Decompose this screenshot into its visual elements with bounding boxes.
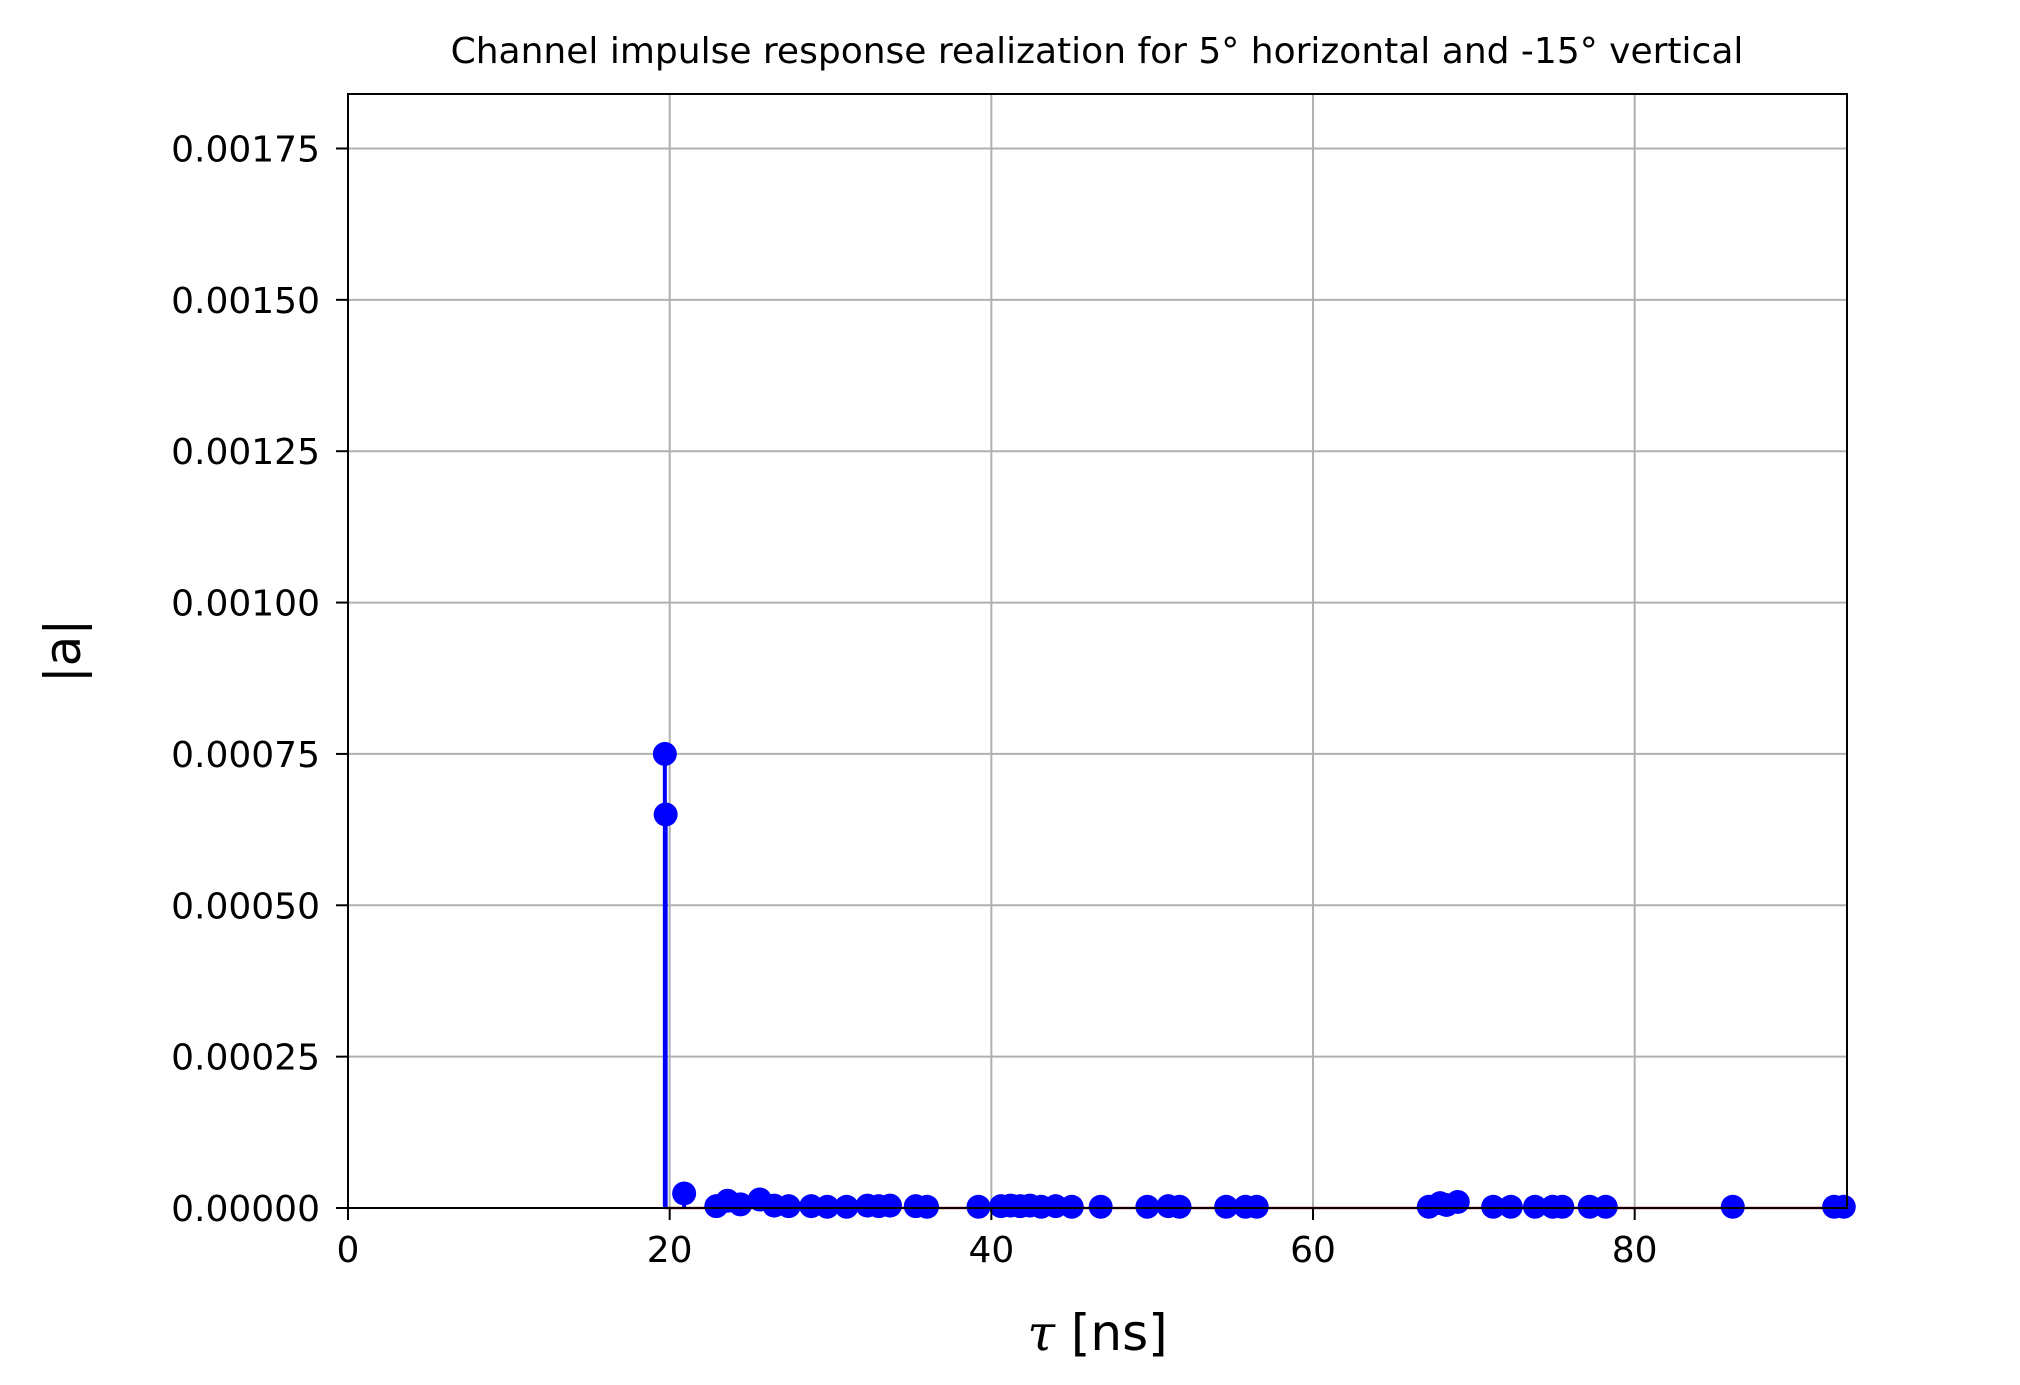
y-tick-label: 0.00125 — [171, 432, 320, 473]
stem-marker — [966, 1194, 991, 1219]
stem-marker — [1059, 1194, 1084, 1219]
stem-marker — [652, 741, 677, 766]
x-axis-label-unit: [ns] — [1055, 1304, 1168, 1362]
stem-marker — [1831, 1194, 1856, 1219]
stem-marker — [834, 1194, 859, 1219]
y-tick-label: 0.00100 — [171, 584, 320, 625]
x-ticks: 0 20 40 60 80 — [337, 1208, 1658, 1271]
x-tick-label: 40 — [968, 1230, 1014, 1271]
x-tick-label: 80 — [1612, 1230, 1658, 1271]
x-tick-label: 20 — [647, 1230, 693, 1271]
x-tick-label: 0 — [337, 1230, 360, 1271]
stem-marker — [1522, 1194, 1547, 1219]
y-tick-label: 0.00050 — [171, 886, 320, 927]
stem-marker — [653, 802, 678, 827]
x-axis-label-symbol: τ — [1027, 1304, 1056, 1362]
plot-frame — [347, 93, 1848, 1209]
stem-marker — [1550, 1194, 1575, 1219]
x-tick-label: 60 — [1290, 1230, 1336, 1271]
y-tick-label: 0.00000 — [171, 1189, 320, 1230]
y-tick-label: 0.00150 — [171, 281, 320, 322]
stem-marker — [728, 1192, 753, 1217]
stem-marker — [1135, 1194, 1160, 1219]
stem-marker — [878, 1193, 903, 1218]
x-axis-label: τ [ns] — [1027, 1304, 1167, 1362]
stem-marker — [1445, 1189, 1470, 1214]
chart-title: Channel impulse response realization for… — [451, 31, 1744, 72]
stem-marker — [1593, 1194, 1618, 1219]
y-tick-label: 0.00025 — [171, 1038, 320, 1079]
stem-marker — [1498, 1194, 1523, 1219]
stem-marker — [1214, 1194, 1239, 1219]
stem-marker — [815, 1194, 840, 1219]
stem-marker — [1720, 1194, 1745, 1219]
stem-marker — [1244, 1194, 1269, 1219]
y-axis-label: |a| — [34, 619, 92, 683]
stem-marker — [776, 1194, 801, 1219]
stem-marker — [1088, 1194, 1113, 1219]
y-ticks: 0.00000 0.00025 0.00050 0.00075 0.00100 0.001… — [171, 129, 348, 1230]
y-tick-label: 0.00075 — [171, 735, 320, 776]
stem-marker — [672, 1181, 697, 1206]
stem-marker — [1481, 1194, 1506, 1219]
y-tick-label: 0.00175 — [171, 129, 320, 170]
stem-marker — [915, 1194, 940, 1219]
stem-marker — [1167, 1194, 1192, 1219]
